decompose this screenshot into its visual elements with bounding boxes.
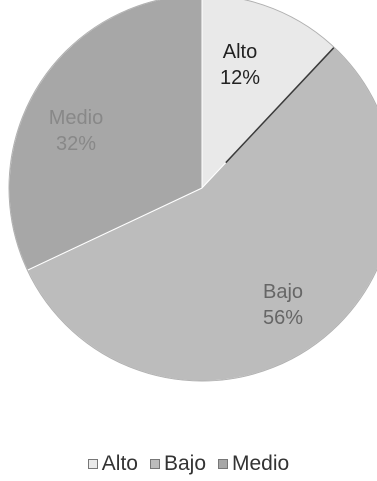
slice-label-bajo: Bajo [263, 281, 303, 303]
legend-item-bajo: Bajo [149, 452, 206, 476]
pie-outline [8, 0, 377, 382]
legend-label-medio: Medio [232, 452, 290, 475]
legend-swatch-bajo [149, 459, 160, 469]
pie-slice-separator [225, 46, 335, 164]
slice-label-medio: Medio [49, 107, 103, 129]
slice-value-bajo: 56% [263, 307, 303, 329]
slice-value-alto: 12% [220, 67, 260, 89]
legend-swatch-alto [87, 459, 98, 469]
slice-label-alto: Alto [223, 41, 257, 63]
legend: Alto Bajo Medio [0, 447, 377, 481]
legend-swatch-medio [218, 459, 228, 469]
legend-label-alto: Alto [101, 452, 138, 475]
legend-item-medio: Medio [218, 452, 289, 476]
legend-label-bajo: Bajo [163, 452, 206, 475]
legend-item-alto: Alto [87, 452, 138, 476]
slice-value-medio: 32% [56, 133, 96, 155]
